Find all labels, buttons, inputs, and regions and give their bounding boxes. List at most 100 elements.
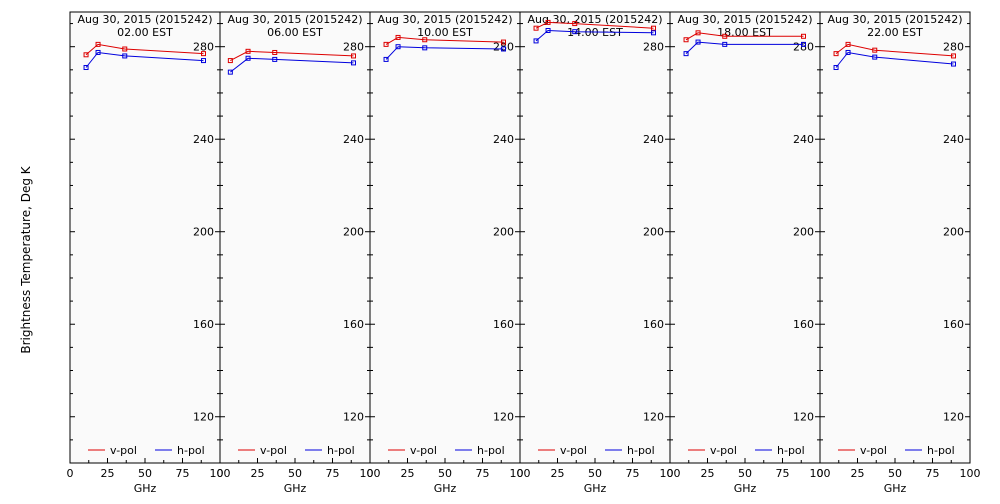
data-point-h-pol <box>95 49 101 55</box>
data-point-h-pol <box>383 56 389 62</box>
data-point-h-pol <box>572 29 578 35</box>
y-tick-label: 120 <box>343 411 364 424</box>
panel-title: Aug 30, 2015 (2015242) <box>227 13 362 26</box>
y-tick-label: 280 <box>643 41 664 54</box>
data-point-v-pol <box>695 30 701 36</box>
x-tick-label: 50 <box>288 467 302 480</box>
legend-label-v-pol: v-pol <box>860 444 887 457</box>
data-point-h-pol <box>695 39 701 45</box>
x-tick-label: 75 <box>476 467 490 480</box>
series-line-v-pol <box>230 50 354 62</box>
panel-time-label: 10.00 EST <box>417 26 473 39</box>
y-tick-label: 240 <box>493 133 514 146</box>
data-point-v-pol <box>845 41 851 47</box>
data-point-h-pol <box>651 30 656 36</box>
data-point-v-pol <box>651 25 656 31</box>
y-tick-label: 240 <box>943 133 964 146</box>
x-tick-label: 75 <box>326 467 340 480</box>
legend-label-h-pol: h-pol <box>477 444 505 457</box>
data-point-v-pol <box>83 52 89 58</box>
data-point-v-pol <box>201 51 206 57</box>
data-point-h-pol <box>722 41 728 47</box>
data-point-v-pol <box>501 39 506 45</box>
y-tick-label: 240 <box>343 133 364 146</box>
data-point-h-pol <box>122 53 128 59</box>
panel-time-label: 22.00 EST <box>867 26 923 39</box>
data-point-h-pol <box>801 41 806 47</box>
data-point-v-pol <box>572 21 578 27</box>
x-tick-label: 75 <box>626 467 640 480</box>
data-point-h-pol <box>395 44 401 50</box>
x-axis-label: GHz <box>284 482 307 495</box>
data-point-h-pol <box>533 38 539 44</box>
panel-title: Aug 30, 2015 (2015242) <box>827 13 962 26</box>
data-point-v-pol <box>122 46 128 52</box>
data-point-v-pol <box>395 34 401 40</box>
x-tick-label: 100 <box>360 467 381 480</box>
y-tick-label: 200 <box>343 226 364 239</box>
panel-title: Aug 30, 2015 (2015242) <box>77 13 212 26</box>
panel-5: Aug 30, 2015 (2015242)18.00 EST 0 25 50 75 10… <box>667 11 831 495</box>
series-line-h-pol <box>85 51 204 68</box>
legend-label-v-pol: v-pol <box>410 444 437 457</box>
y-tick-label: 160 <box>343 318 364 331</box>
data-point-v-pol <box>722 33 728 39</box>
x-tick-label: 25 <box>851 467 865 480</box>
panel-6: Aug 30, 2015 (2015242)22.00 EST 0 25 50 75 10… <box>817 11 981 495</box>
panel-title: Aug 30, 2015 (2015242) <box>377 13 512 26</box>
y-tick-label: 160 <box>193 318 214 331</box>
legend-label-v-pol: v-pol <box>560 444 587 457</box>
y-axis-label: Brightness Temperature, Deg K <box>19 165 33 353</box>
x-tick-label: 25 <box>101 467 115 480</box>
plot-area <box>369 11 521 464</box>
data-point-v-pol <box>383 41 389 47</box>
data-point-h-pol <box>201 58 206 64</box>
panel-time-label: 18.00 EST <box>717 26 773 39</box>
series-line-v-pol <box>85 43 204 56</box>
x-tick-label: 0 <box>67 467 74 480</box>
x-tick-label: 0 <box>217 467 224 480</box>
x-tick-label: 100 <box>210 467 231 480</box>
y-tick-label: 160 <box>793 318 814 331</box>
y-tick-label: 200 <box>643 226 664 239</box>
panel-2: Aug 30, 2015 (2015242)06.00 EST 0 25 50 75 10… <box>217 11 381 495</box>
x-tick-label: 0 <box>367 467 374 480</box>
y-tick-label: 160 <box>493 318 514 331</box>
legend-label-v-pol: v-pol <box>110 444 137 457</box>
x-tick-label: 25 <box>551 467 565 480</box>
plot-area <box>519 11 671 464</box>
y-tick-label: 120 <box>793 411 814 424</box>
x-tick-label: 0 <box>817 467 824 480</box>
data-point-v-pol <box>833 51 839 57</box>
y-tick-label: 280 <box>193 41 214 54</box>
legend-label-v-pol: v-pol <box>710 444 737 457</box>
data-point-h-pol <box>872 54 878 60</box>
x-tick-label: 50 <box>738 467 752 480</box>
y-tick-label: 240 <box>643 133 664 146</box>
y-tick-label: 200 <box>493 226 514 239</box>
series-line-v-pol <box>385 36 504 45</box>
plot-area <box>69 11 221 464</box>
y-tick-label: 120 <box>193 411 214 424</box>
data-point-h-pol <box>422 45 428 51</box>
x-tick-label: 50 <box>888 467 902 480</box>
data-point-h-pol <box>227 69 233 75</box>
y-tick-label: 160 <box>943 318 964 331</box>
x-tick-label: 100 <box>510 467 531 480</box>
y-tick-label: 200 <box>793 226 814 239</box>
x-tick-label: 50 <box>138 467 152 480</box>
legend-label-h-pol: h-pol <box>177 444 205 457</box>
x-axis-label: GHz <box>584 482 607 495</box>
data-point-v-pol <box>227 58 233 64</box>
y-tick-label: 120 <box>643 411 664 424</box>
x-tick-label: 25 <box>251 467 265 480</box>
data-point-v-pol <box>801 33 806 39</box>
x-tick-label: 100 <box>660 467 681 480</box>
data-point-h-pol <box>245 55 251 61</box>
x-tick-label: 75 <box>776 467 790 480</box>
x-tick-label: 25 <box>701 467 715 480</box>
legend-label-h-pol: h-pol <box>777 444 805 457</box>
data-point-v-pol <box>245 48 251 54</box>
panel-time-label: 06.00 EST <box>267 26 323 39</box>
